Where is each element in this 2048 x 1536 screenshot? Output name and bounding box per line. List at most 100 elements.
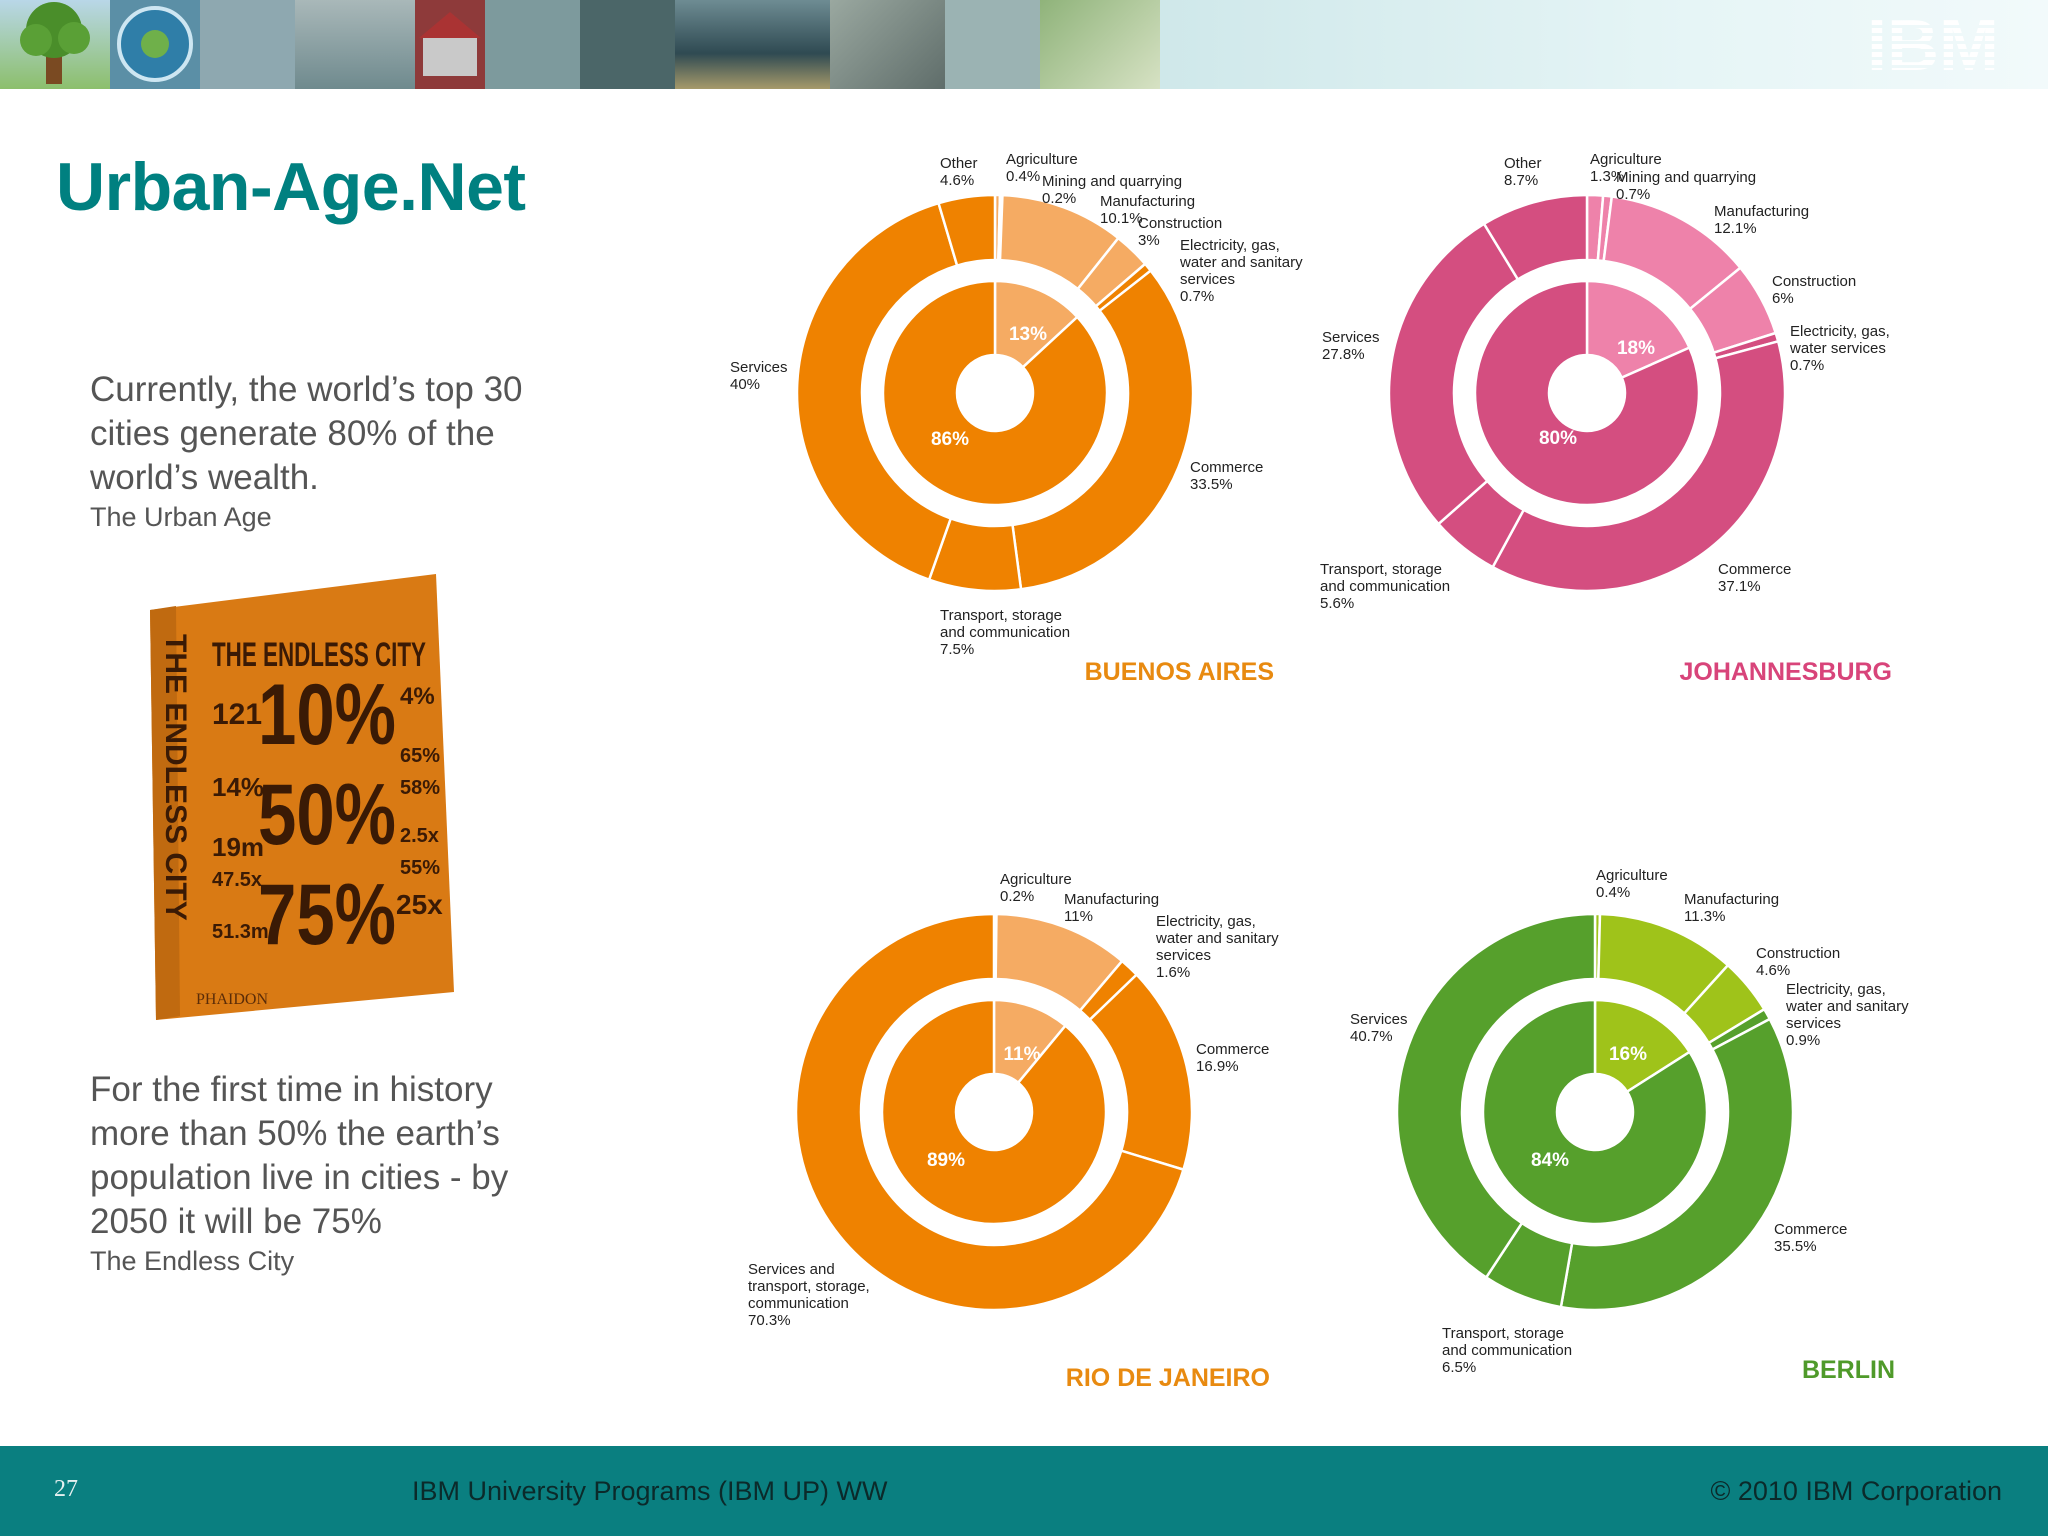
header-banner: IBM	[0, 0, 2048, 89]
book-left-number-4: 47.5x	[212, 869, 262, 891]
chart-johannesburg: 18% 80% Agriculture 1.3%Mining and quarryin…	[1320, 151, 1892, 686]
text-block-wealth: Currently, the world’s top 30 cities gen…	[90, 368, 550, 534]
chart-rio-de-janeiro: 11% 89% Agriculture 0.2% Manufacturing 11% Ele…	[748, 871, 1279, 1392]
buenos-aires-slice-label-5: Commerce 33.5%	[1190, 459, 1263, 493]
rio-de-janeiro-slice-label-1: Manufacturing 11%	[1064, 891, 1159, 925]
johannesburg-slice-label-8: Other 8.7%	[1504, 155, 1542, 189]
johannesburg-inner-label-1: 80%	[1539, 428, 1577, 449]
berlin-outer-slice-6	[1395, 912, 1597, 1280]
berlin-slice-label-3: Electricity, gas, water and sanitary servi…	[1785, 981, 1909, 1049]
johannesburg-slice-label-1: Mining and quarrying 0.7%	[1616, 169, 1756, 203]
book-number-3: 75%	[258, 867, 396, 963]
berlin-center-hole	[1557, 1074, 1633, 1150]
population-source: The Endless City	[90, 1246, 295, 1276]
book-left-number-2: 14%	[212, 772, 264, 802]
berlin-slice-label-6: Services 40.7%	[1350, 1011, 1408, 1045]
buenos-aires-slice-label-2: Manufacturing 10.1%	[1100, 193, 1195, 227]
chart-berlin: 16% 84% Agriculture 0.4% Manufacturing 11.3% C…	[1350, 867, 1909, 1384]
footer-copyright: © 2010 IBM Corporation	[1710, 1476, 2002, 1506]
banner-map-image	[1040, 0, 1160, 89]
rio-de-janeiro-inner-slice-1	[880, 998, 1108, 1226]
book-cover-image: THE ENDLESS CITY THE ENDLESS CITY 10% 50…	[150, 574, 454, 1020]
berlin-slice-label-5: Transport, storage and communication 6.5%	[1442, 1325, 1572, 1376]
berlin-title: BERLIN	[1802, 1356, 1895, 1384]
book-right-number-3: 58%	[400, 777, 440, 799]
book-left-number-3: 19m	[212, 832, 264, 862]
book-left-number-5: 51.3m	[212, 921, 269, 943]
book-left-number-1: 121	[212, 698, 262, 731]
berlin-inner-label-0: 16%	[1609, 1044, 1647, 1065]
berlin-inner-label-1: 84%	[1531, 1150, 1569, 1171]
banner-tile-3	[200, 0, 295, 89]
banner-house-image	[415, 0, 485, 89]
rio-de-janeiro-outer-slice-4	[794, 912, 1185, 1312]
page-title: Urban-Age.Net	[56, 149, 526, 225]
rio-de-janeiro-slice-label-4: Services and transport, storage, communica…	[748, 1261, 870, 1329]
rio-de-janeiro-inner-label-1: 89%	[927, 1150, 965, 1171]
buenos-aires-slice-label-4: Electricity, gas, water and sanitary servi…	[1179, 237, 1303, 305]
wealth-source: The Urban Age	[90, 502, 272, 532]
rio-de-janeiro-title: RIO DE JANEIRO	[1066, 1364, 1270, 1392]
buenos-aires-slice-label-6: Transport, storage and communication 7.5%	[940, 607, 1070, 658]
tree-icon	[20, 2, 90, 84]
ibm-logo: IBM	[1867, 12, 1999, 76]
footer-program: IBM University Programs (IBM UP) WW	[412, 1476, 888, 1506]
johannesburg-outer-slice-7	[1387, 222, 1520, 526]
buenos-aires-outer-slice-8	[937, 193, 997, 268]
chart-buenos-aires: 13% 86% Agriculture 0.4% Mining and quarryin…	[730, 151, 1303, 686]
johannesburg-slice-label-2: Manufacturing 12.1%	[1714, 203, 1809, 237]
berlin-slice-label-1: Manufacturing 11.3%	[1684, 891, 1779, 925]
buenos-aires-outer-slice-5	[1011, 268, 1195, 591]
berlin-inner-slice-1	[1481, 998, 1709, 1226]
population-paragraph: For the first time in history more than …	[90, 1070, 509, 1241]
text-block-population: For the first time in history more than …	[90, 1068, 560, 1278]
buenos-aires-inner-label-1: 86%	[931, 429, 969, 450]
buenos-aires-center-hole	[957, 355, 1033, 431]
buenos-aires-slice-label-1: Mining and quarrying 0.2%	[1042, 173, 1182, 207]
banner-tree-image	[0, 0, 110, 89]
rio-de-janeiro-inner-label-0: 11%	[1004, 1044, 1041, 1065]
banner-tile-7	[580, 0, 675, 89]
book-spine-text: THE ENDLESS CITY	[159, 634, 192, 921]
wealth-paragraph: Currently, the world’s top 30 cities gen…	[90, 370, 523, 497]
banner-tile-6	[485, 0, 580, 89]
buenos-aires-slice-label-8: Other 4.6%	[940, 155, 978, 189]
rio-de-janeiro-slice-label-0: Agriculture 0.2%	[1000, 871, 1072, 905]
johannesburg-center-hole	[1549, 355, 1625, 431]
johannesburg-inner-label-0: 18%	[1617, 338, 1655, 359]
johannesburg-title: JOHANNESBURG	[1679, 658, 1892, 686]
book-publisher-text: PHAIDON	[196, 991, 268, 1008]
banner-globe-image	[110, 0, 200, 89]
book-number-1: 10%	[258, 667, 396, 763]
johannesburg-slice-label-7: Services 27.8%	[1322, 329, 1380, 363]
buenos-aires-slice-label-7: Services 40%	[730, 359, 788, 393]
banner-fade	[1160, 0, 2048, 89]
ibm-logo-text: IBM	[1867, 12, 1999, 76]
book-number-2: 50%	[258, 767, 396, 863]
banner-city-image	[675, 0, 830, 89]
johannesburg-slice-label-4: Electricity, gas, water services 0.7%	[1789, 323, 1890, 374]
buenos-aires-outer-slice-7	[795, 201, 959, 582]
berlin-outer-slice-4	[1559, 1017, 1795, 1312]
book-right-number-1: 4%	[400, 683, 435, 710]
banner-tile-4	[295, 0, 415, 89]
book-title-text: THE ENDLESS CITY	[212, 636, 426, 674]
johannesburg-slice-label-0: Agriculture 1.3%	[1590, 151, 1662, 185]
buenos-aires-title: BUENOS AIRES	[1085, 658, 1274, 686]
rio-de-janeiro-slice-label-3: Commerce 16.9%	[1196, 1041, 1269, 1075]
buenos-aires-inner-label-0: 13%	[1009, 324, 1047, 345]
globe-icon	[117, 6, 193, 82]
johannesburg-slice-label-3: Construction 6%	[1772, 273, 1856, 307]
house-icon	[419, 12, 481, 76]
rio-de-janeiro-center-hole	[956, 1074, 1032, 1150]
footer-bar: 27 IBM University Programs (IBM UP) WW ©…	[0, 1446, 2048, 1536]
rio-de-janeiro-outer-slice-3	[1088, 972, 1194, 1172]
book-right-number-6: 25x	[396, 889, 443, 920]
rio-de-janeiro-slice-label-2: Electricity, gas, water and sanitary servi…	[1155, 913, 1279, 981]
banner-aerial-image	[830, 0, 945, 89]
buenos-aires-slice-label-3: Construction 3%	[1138, 215, 1222, 249]
johannesburg-slice-label-5: Commerce 37.1%	[1718, 561, 1791, 595]
berlin-slice-label-0: Agriculture 0.4%	[1596, 867, 1668, 901]
berlin-slice-label-4: Commerce 35.5%	[1774, 1221, 1847, 1255]
book-right-number-5: 55%	[400, 857, 440, 879]
